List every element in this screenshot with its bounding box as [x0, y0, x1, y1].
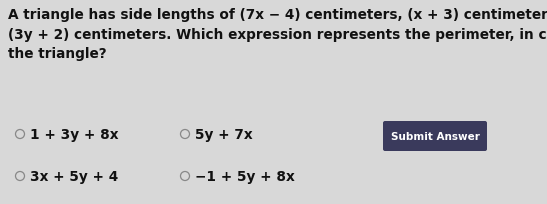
- FancyBboxPatch shape: [383, 121, 487, 151]
- Text: A triangle has side lengths of (7x − 4) centimeters, (x + 3) centimeters, and
(3: A triangle has side lengths of (7x − 4) …: [8, 8, 547, 61]
- Text: −1 + 5y + 8x: −1 + 5y + 8x: [195, 169, 295, 183]
- Text: 3x + 5y + 4: 3x + 5y + 4: [30, 169, 118, 183]
- Text: Submit Answer: Submit Answer: [391, 131, 479, 141]
- Text: 1 + 3y + 8x: 1 + 3y + 8x: [30, 127, 119, 141]
- Text: 5y + 7x: 5y + 7x: [195, 127, 253, 141]
